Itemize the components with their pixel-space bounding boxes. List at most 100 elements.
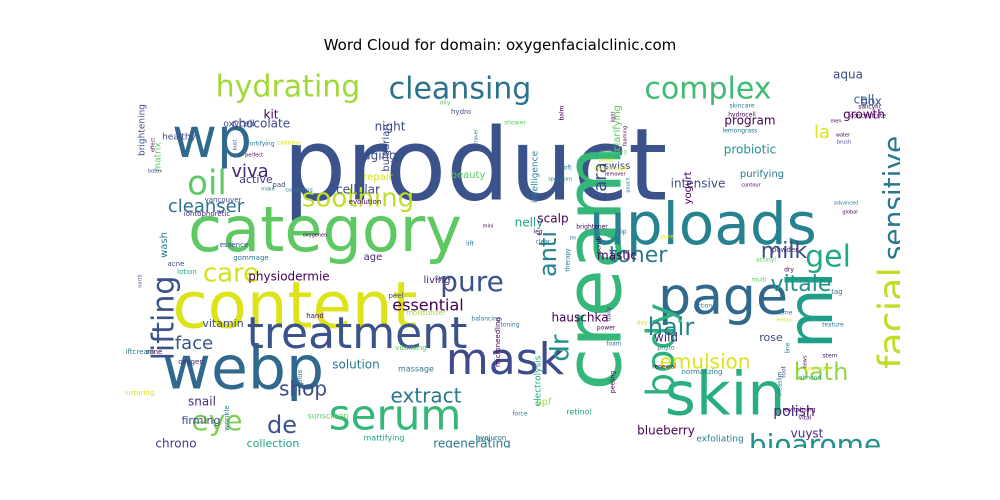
word-ml: ml [774,271,847,349]
word-multi: multi [751,277,767,284]
word-complex: complex [644,72,771,107]
word-spectrum: spectrum [548,177,572,183]
word-wp: wp [172,106,252,170]
word-balancing: balancing [471,316,500,323]
word-hydro: hydro [451,108,471,116]
word-la: la [814,122,830,143]
word-line: line [785,342,792,353]
word-sunscreen: sunscreen [308,412,349,421]
word-stem: stem [822,353,837,360]
word-botox: botox [148,169,162,175]
word-physiodermie: physiodermie [248,270,329,284]
word-cleansing: cleansing [389,72,532,107]
word-north: north [138,274,144,287]
word-oil: oil [187,164,227,204]
word-retinol: retinol [566,408,592,417]
word-peel: peel [388,292,403,300]
word-lift: lift [466,241,474,248]
word-normalizing: normalizing [682,368,723,376]
word-oleaslim: oleaslim [777,371,784,396]
word-contour: contour [741,183,761,189]
word-sync: sync [435,274,451,282]
word-vitamin: vitamin [202,317,243,330]
word-mastic: mastic [597,249,637,263]
word-extract: extract [391,384,462,408]
word-vitalising: vitalising [395,344,426,352]
word-category: category [188,193,462,266]
word-oxygen: oxygen [178,358,204,366]
word-body: body [639,303,683,397]
word-pad: pad [272,181,285,189]
word-moisturizer: moisturizer [406,309,446,317]
word-skincare: skincare [729,103,754,110]
word-effect: effect [151,138,157,152]
word-brightening: brightening [138,104,148,156]
word-skin: skin [665,360,786,430]
word-perfect: perfect [245,153,263,159]
word-bath: bath [794,358,849,386]
word-men: men [830,119,841,125]
word-foaming: foaming [623,126,629,147]
word-lotion: lotion [177,268,197,276]
word-revitalizing: revitalizing [599,150,627,156]
word-oily: oily [440,100,451,107]
word-clarifying: clarifying [612,105,623,151]
word-daily: daily [606,306,613,321]
word-hair: hair [648,313,695,341]
word-powder: powder [772,246,798,254]
word-electrolysis: electrolysis [534,355,544,406]
word-lemongrass: lemongrass [723,128,758,135]
word-water: water [836,133,851,139]
word-gel: gel [805,240,851,275]
word-advanced: advanced [834,201,858,207]
word-product: product [283,106,668,223]
word-kit: kit [264,108,279,122]
word-make: make [261,187,275,193]
chart-title: Word Cloud for domain: oxygenfacialclini… [323,36,677,54]
word-beauty: beauty [451,170,486,181]
word-intelligence: intelligence [531,150,541,203]
word-white: white [476,437,490,443]
word-aqua: aqua [833,68,863,82]
word-soft: soft [560,165,572,172]
word-therapy: therapy [565,248,572,272]
word-facial: facial [871,267,901,369]
word-comforting: comforting [285,188,312,194]
word-clear: clear [536,239,551,246]
word-power: power [597,325,616,332]
word-wrinkle: wrinkle [223,405,231,430]
word-eye: eye [191,404,242,437]
word-scrub: scrub [596,237,603,254]
word-blueberry: blueberry [637,424,695,438]
word-zone: zone [146,348,163,356]
word-almond: almond [799,375,822,382]
word-scalp: scalp [537,212,568,226]
word-light: light [611,111,617,122]
word-pure: pure [660,234,674,241]
word-news: news [803,355,809,368]
word-toner: toner [609,243,669,268]
word-hauschka: hauschka [551,311,608,325]
word-pure: pure [440,265,504,298]
word-bioarome: bioarome [749,428,881,448]
word-growth: growth [843,108,885,122]
word-hyaluron: hyaluron [476,434,507,442]
word-care: care [203,259,259,289]
word-age: age [364,252,383,263]
word-oxygeneo: oxygeneo [303,233,327,239]
word-spf: spf [536,397,552,408]
word-repair: repair [363,172,393,183]
word-intensive: intensive [671,177,726,191]
word-vancouver: vancouver [205,196,242,204]
word-active: active [239,173,273,186]
word-gommage: gommage [233,254,268,262]
word-shower: shower [504,120,526,127]
word-webp: webp [162,334,324,404]
word-pouch: pouch [626,177,632,192]
word-cellular: cellular [336,183,380,197]
word-calming: calming [277,140,301,147]
word-travel: travel [474,130,480,145]
word-cara: cara [590,162,611,201]
word-global: global [842,210,857,216]
